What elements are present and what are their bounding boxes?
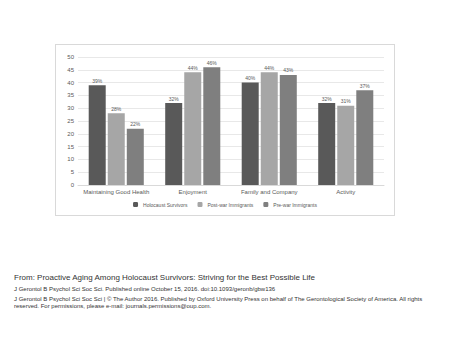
svg-text:Activity: Activity bbox=[336, 189, 355, 195]
svg-text:39%: 39% bbox=[92, 78, 103, 84]
svg-text:35: 35 bbox=[67, 92, 74, 98]
svg-text:Family and Company: Family and Company bbox=[241, 189, 298, 195]
svg-text:50: 50 bbox=[67, 54, 74, 60]
svg-text:22%: 22% bbox=[130, 121, 141, 127]
svg-text:5: 5 bbox=[71, 169, 75, 175]
svg-text:37%: 37% bbox=[360, 83, 371, 89]
svg-text:32%: 32% bbox=[322, 96, 333, 102]
svg-text:Pre-war Immigrants: Pre-war Immigrants bbox=[273, 202, 317, 208]
html-text:From: Proactive Aging Among Ho: From: Proactive Aging Among Holocaust Su… bbox=[14, 273, 315, 282]
svg-text:30: 30 bbox=[67, 105, 74, 111]
svg-text:25: 25 bbox=[67, 118, 74, 124]
svg-text:15: 15 bbox=[67, 144, 74, 150]
svg-text:10: 10 bbox=[67, 156, 74, 162]
html-text:J Gerontol B Psychol Sci Soc S: J Gerontol B Psychol Sci Soc Sci | © The… bbox=[14, 295, 423, 309]
svg-text:31%: 31% bbox=[341, 98, 352, 104]
svg-text:32%: 32% bbox=[169, 96, 180, 102]
svg-text:Post-war Immigrants: Post-war Immigrants bbox=[208, 202, 254, 208]
svg-text:43%: 43% bbox=[283, 67, 294, 73]
svg-text:44%: 44% bbox=[188, 65, 199, 71]
svg-text:Maintaining Good Health: Maintaining Good Health bbox=[83, 189, 149, 195]
svg-text:40: 40 bbox=[67, 80, 74, 86]
svg-text:44%: 44% bbox=[264, 65, 275, 71]
svg-text:45: 45 bbox=[67, 67, 74, 73]
svg-text:28%: 28% bbox=[111, 106, 122, 112]
svg-text:0: 0 bbox=[71, 182, 75, 188]
svg-text:Holocaust Survivors: Holocaust Survivors bbox=[143, 202, 188, 208]
svg-text:40%: 40% bbox=[245, 75, 256, 81]
svg-text:Enjoyment: Enjoyment bbox=[179, 189, 208, 195]
svg-text:46%: 46% bbox=[207, 60, 218, 66]
svg-text:20: 20 bbox=[67, 131, 74, 137]
html-text:J Gerontol B Psychol Sci Soc S: J Gerontol B Psychol Sci Soc Sci. Publis… bbox=[14, 286, 276, 292]
